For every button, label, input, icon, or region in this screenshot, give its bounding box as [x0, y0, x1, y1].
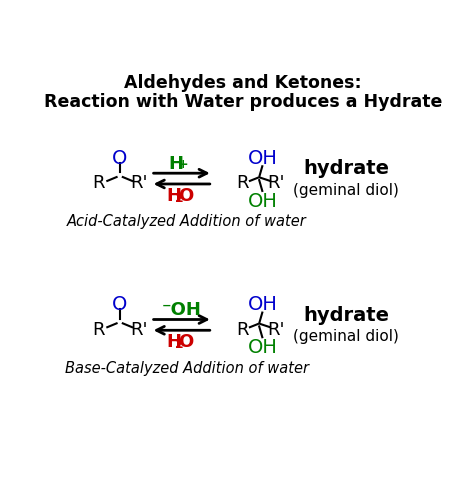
Text: R': R'	[267, 174, 285, 192]
Text: H: H	[166, 332, 182, 350]
Text: ⁻OH: ⁻OH	[162, 301, 201, 319]
Text: O: O	[112, 294, 128, 313]
Text: R': R'	[130, 174, 148, 192]
Text: R: R	[236, 320, 248, 338]
Text: Reaction with Water produces a Hydrate: Reaction with Water produces a Hydrate	[44, 92, 442, 110]
Text: H: H	[168, 155, 183, 173]
Text: 2: 2	[175, 337, 184, 350]
Text: (geminal diol): (geminal diol)	[293, 329, 399, 344]
Text: R: R	[236, 174, 248, 192]
Text: R': R'	[267, 320, 285, 338]
Text: R: R	[92, 174, 105, 192]
Text: O: O	[178, 186, 193, 204]
Text: OH: OH	[248, 294, 278, 313]
Text: H: H	[166, 186, 182, 204]
Text: O: O	[178, 332, 193, 350]
Text: (geminal diol): (geminal diol)	[293, 182, 399, 197]
Text: Aldehydes and Ketones:: Aldehydes and Ketones:	[124, 74, 362, 92]
Text: OH: OH	[248, 337, 278, 356]
Text: +: +	[178, 157, 189, 170]
Text: OH: OH	[248, 191, 278, 210]
Text: R: R	[92, 320, 105, 338]
Text: Base-Catalyzed Addition of water: Base-Catalyzed Addition of water	[65, 360, 309, 375]
Text: R': R'	[130, 320, 148, 338]
Text: hydrate: hydrate	[303, 159, 389, 178]
Text: Acid-Catalyzed Addition of water: Acid-Catalyzed Addition of water	[67, 214, 307, 229]
Text: hydrate: hydrate	[303, 305, 389, 324]
Text: OH: OH	[248, 148, 278, 167]
Text: O: O	[112, 148, 128, 167]
Text: 2: 2	[175, 191, 184, 204]
